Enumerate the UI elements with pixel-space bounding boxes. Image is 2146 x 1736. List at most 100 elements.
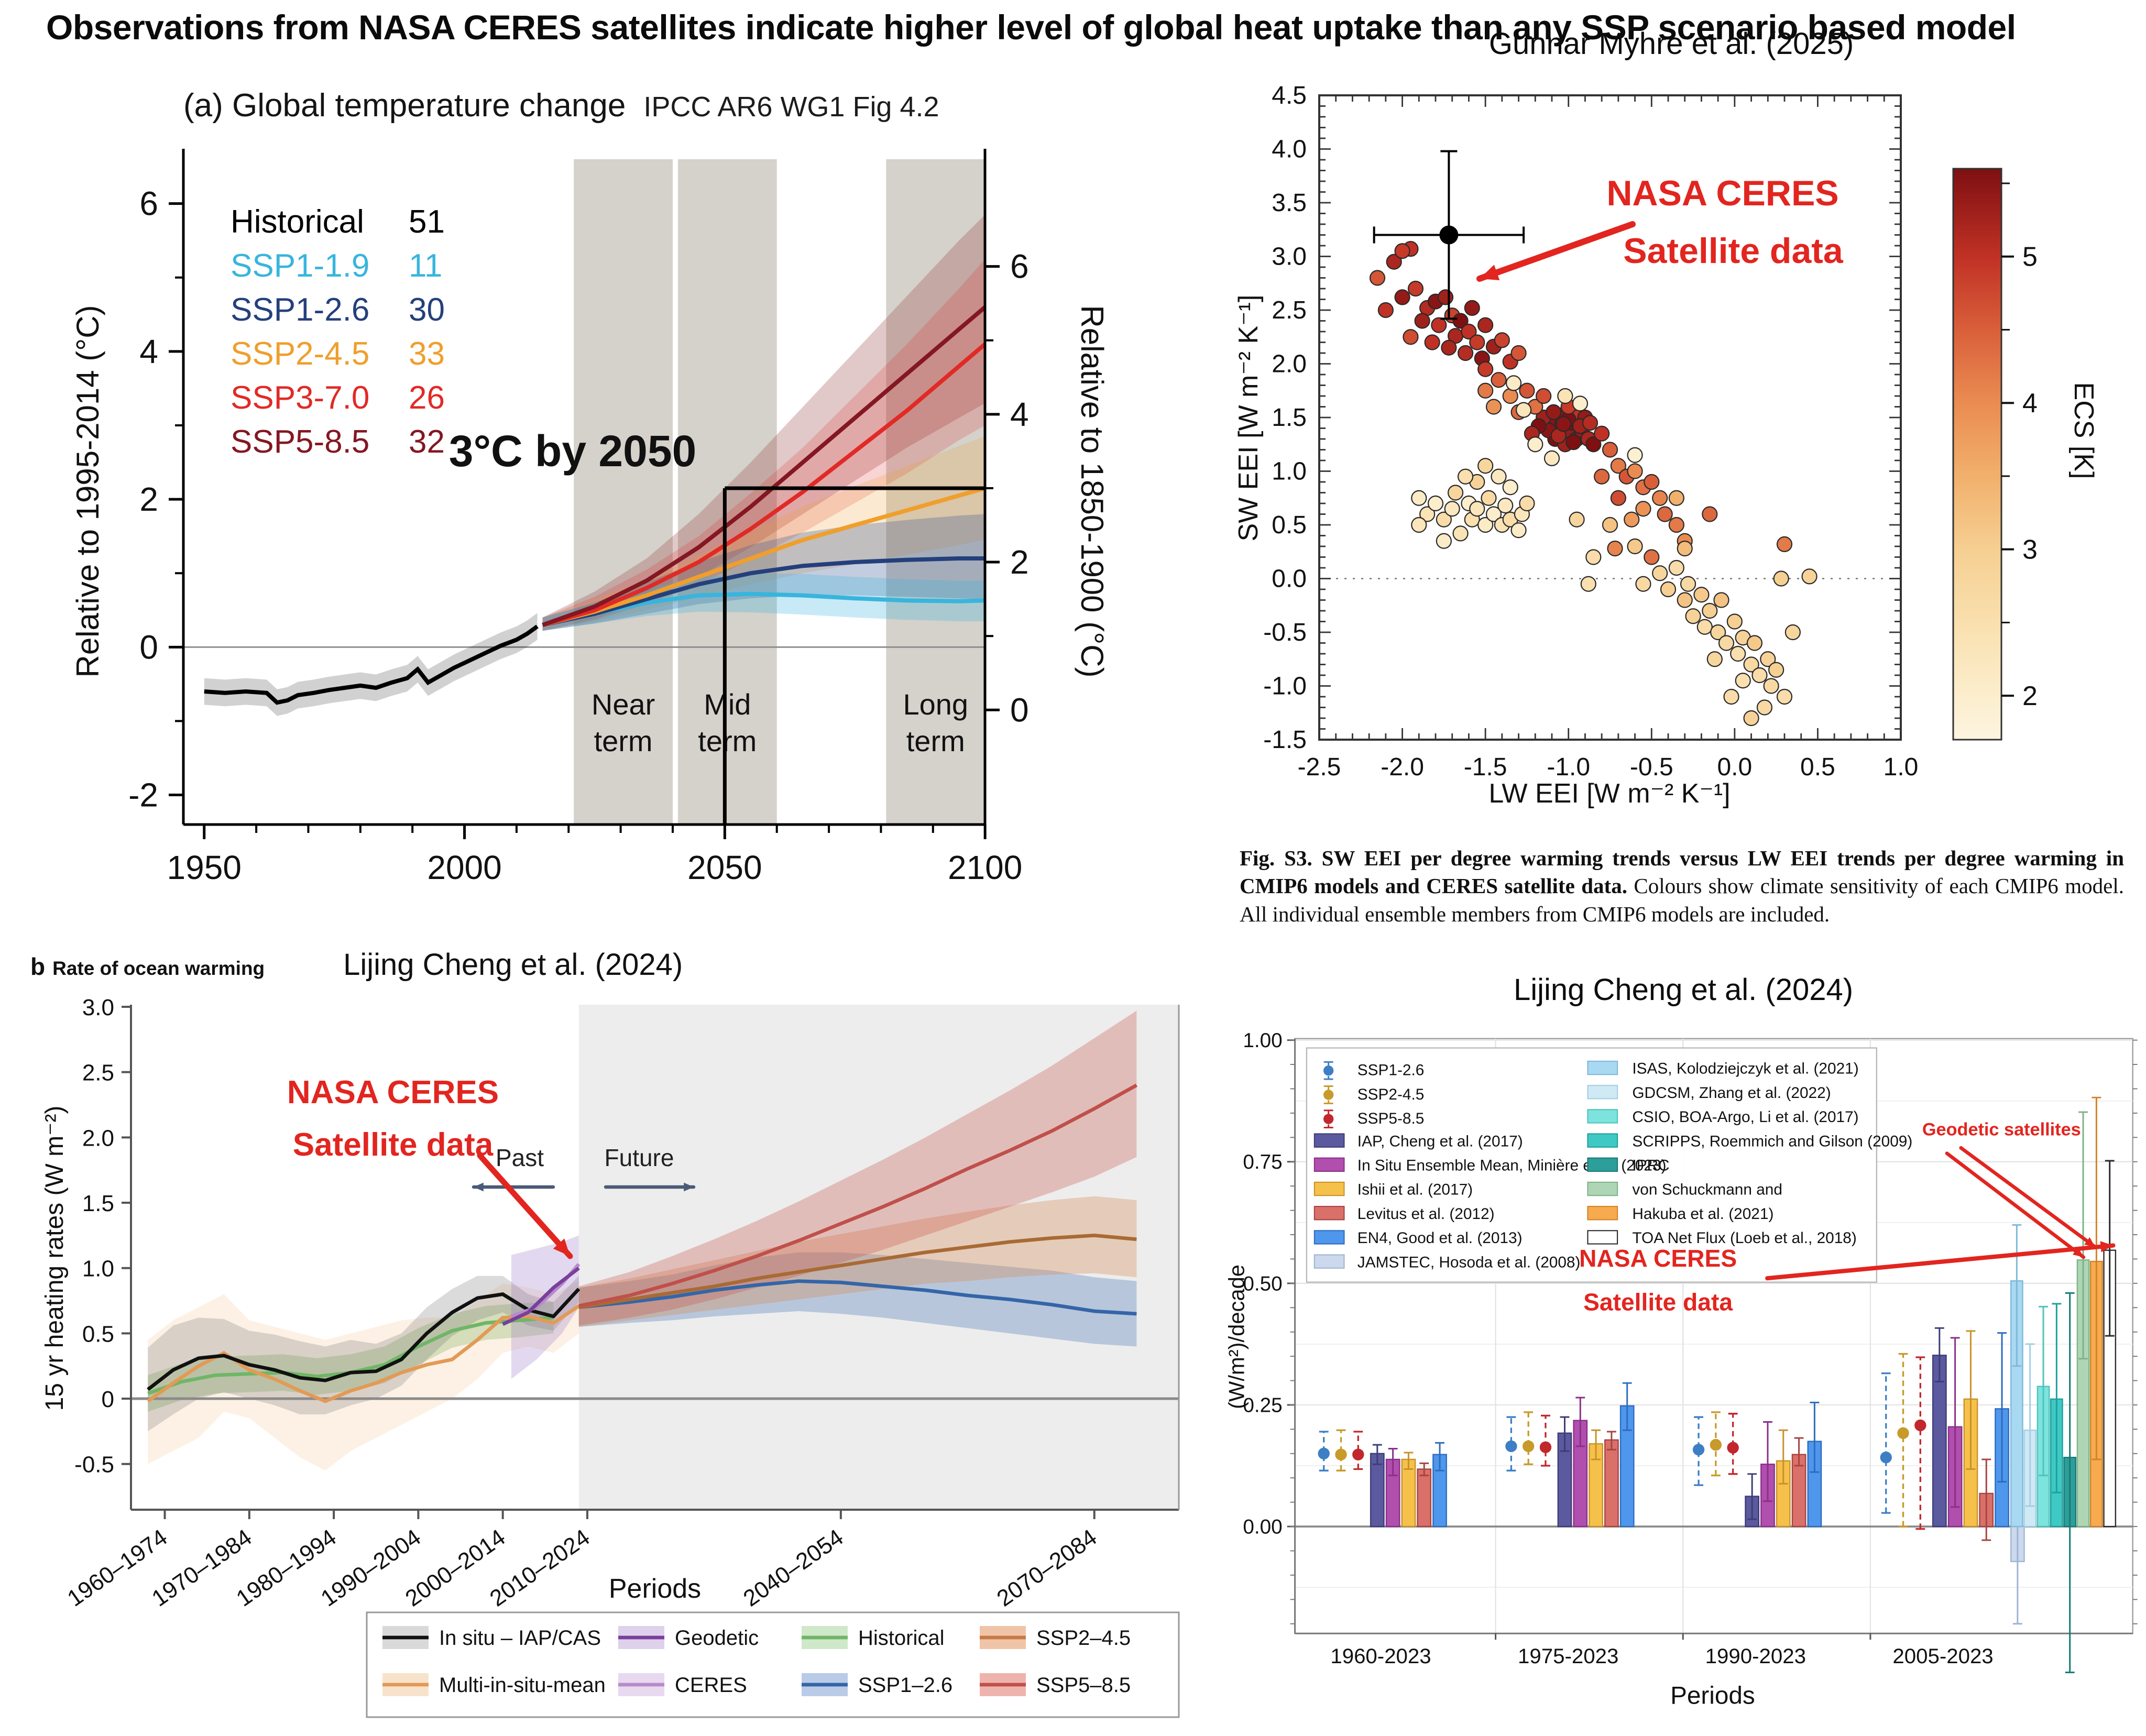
band-SSP1–2.6	[578, 1252, 1137, 1347]
svg-text:-1.5: -1.5	[1263, 726, 1307, 754]
historical-band	[204, 613, 538, 716]
ceres-observation-point	[1373, 150, 1525, 320]
svg-text:2.5: 2.5	[1272, 296, 1307, 324]
ocean-warming-rate-chart: -0.500.51.01.52.02.53.01960–19741970–198…	[41, 995, 1180, 1718]
annotation-3c-label: 3°C by 2050	[449, 426, 697, 476]
legend-SCRIPPS, Roemmich and Gilson (2009): SCRIPPS, Roemmich and Gilson (2009)	[1632, 1133, 1912, 1150]
svg-text:-2.5: -2.5	[1298, 753, 1341, 781]
ecs-colorbar: 2 3 4 5 ECS [K]	[1952, 168, 2099, 741]
svg-text:0: 0	[1010, 691, 1029, 729]
svg-text:0.75: 0.75	[1243, 1151, 1282, 1173]
legend-ISAS, Kolodziejczyk et al. (2021): ISAS, Kolodziejczyk et al. (2021)	[1632, 1060, 1858, 1078]
line-SSP5–8.5	[578, 1083, 1138, 1308]
legend-count-Historical: 51	[409, 204, 445, 240]
legend-SSP2–4.5: SSP2–4.5	[1036, 1627, 1131, 1650]
legend-SSP5-8.5: SSP5-8.5	[1357, 1110, 1425, 1127]
legend-CSIO, BOA-Argo, Li et al. (2017): CSIO, BOA-Argo, Li et al. (2017)	[1632, 1108, 1858, 1126]
rate-title: Lijing Cheng et al. (2024)	[343, 948, 683, 982]
ipcc-ylabel-left: Relative to 1995-2014 (°C)	[70, 305, 105, 677]
scenario-lines	[542, 305, 987, 627]
group-1990-2023	[1692, 1401, 1822, 1528]
svg-text:-1.0: -1.0	[1263, 673, 1307, 700]
svg-text:2: 2	[1010, 543, 1029, 581]
svg-text:Future: Future	[605, 1144, 674, 1171]
ceres-annotation-line1: NASA CERES	[1579, 1245, 1737, 1272]
svg-text:2.0: 2.0	[82, 1125, 114, 1151]
term-bands	[574, 159, 986, 825]
panel-heating-bars: Lijing Cheng et al. (2024) 0.00 0.25 0.50 0…	[1221, 969, 2146, 1736]
svg-text:3.5: 3.5	[1272, 189, 1307, 217]
ceres-annotation-line2: Satellite data	[293, 1127, 494, 1163]
svg-text:0: 0	[102, 1387, 114, 1412]
band-SSP1-1.9	[542, 573, 986, 631]
red-annotations: Geodetic satellites NASA CERES Satellite d…	[1579, 1119, 2116, 1315]
legend-Historical: Historical	[858, 1627, 944, 1650]
rate-panel-heading: Rate of ocean warming	[52, 958, 265, 979]
svg-text:6: 6	[139, 185, 158, 223]
legend-SSP1–2.6: SSP1–2.6	[858, 1674, 952, 1697]
svg-text:0.0: 0.0	[1717, 753, 1752, 781]
svg-text:1.0: 1.0	[1884, 753, 1919, 781]
myhre-xlabel: LW EEI [W m⁻² K⁻¹]	[1488, 778, 1730, 809]
myhre-caption-rest: Colours show climate sensitivity of each…	[1240, 874, 2124, 926]
ipcc-legend: Historical 51 SSP1-1.9 11 SSP1-2.6 30 SSP2-4.5…	[231, 204, 445, 460]
svg-text:2.5: 2.5	[82, 1060, 114, 1086]
legend-Geodetic: Geodetic	[675, 1627, 759, 1650]
heating-rate-bar-chart: 0.00 0.25 0.50 0.75 1.00 1960-2023 1975-2023 19…	[1224, 1029, 2138, 1709]
geodetic-annotation: Geodetic satellites	[1922, 1119, 2081, 1139]
svg-text:2100: 2100	[948, 849, 1022, 886]
legend-In Situ Ensemble Mean, Minière et al. (2023): In Situ Ensemble Mean, Minière et al. (2…	[1357, 1157, 1667, 1174]
future-shading	[578, 1005, 1179, 1510]
svg-text:3.0: 3.0	[1272, 243, 1307, 271]
svg-text:2000: 2000	[427, 849, 501, 886]
cmip6-points	[1369, 241, 1817, 727]
band-SSP5–8.5	[578, 1010, 1137, 1326]
bars-title: Lijing Cheng et al. (2024)	[1513, 973, 1854, 1007]
group-label-1960-2023: 1960-2023	[1330, 1644, 1431, 1668]
axes: 0.00 0.25 0.50 0.75 1.00 1960-2023 1975-2023 19…	[1243, 1029, 2138, 1668]
band-SSP2-4.5	[542, 436, 986, 631]
axes: -2.5 -2.0 -1.5 -1.0 -0.5 0.0 0.5 1.0 -1.5 -1.0 -0.…	[1263, 82, 1918, 781]
past-future-labels: Past Future	[472, 1144, 696, 1192]
svg-text:-1.0: -1.0	[1547, 753, 1590, 781]
ipcc-temperature-chart: -2 0 2 4 6 1950 2000 2050 2100 0 2 4 6 Relative to 19…	[70, 149, 1105, 886]
legend-label-SSP5-8.5: SSP5-8.5	[231, 424, 369, 460]
bars-xlabel: Periods	[1670, 1682, 1755, 1709]
ipcc-source-label: IPCC AR6 WG1 Fig 4.2	[643, 91, 939, 123]
panel-ipcc-temperature: (a) Global temperature change IPCC AR6 WG…	[63, 79, 1108, 974]
band-Multi-in-situ-mean	[148, 1281, 579, 1471]
svg-text:term: term	[594, 724, 653, 757]
legend-Ishii et al. (2017): Ishii et al. (2017)	[1357, 1181, 1473, 1199]
svg-text:1.5: 1.5	[82, 1191, 114, 1216]
ceres-annotation-line1: NASA CERES	[287, 1074, 499, 1111]
legend-count-SSP1-1.9: 11	[409, 248, 442, 284]
legend-JAMSTEC, Hosoda et al. (2008): JAMSTEC, Hosoda et al. (2008)	[1357, 1254, 1581, 1271]
svg-text:1.0: 1.0	[82, 1256, 114, 1282]
legend-Levitus et al. (2012): Levitus et al. (2012)	[1357, 1205, 1495, 1223]
myhre-scatter-chart: -2.5 -2.0 -1.5 -1.0 -0.5 0.0 0.5 1.0 -1.5 -1.0 -0.…	[1233, 82, 2099, 809]
svg-text:-0.5: -0.5	[1630, 753, 1673, 781]
line-SSP1–2.6	[578, 1279, 1137, 1316]
legend-label-SSP1-1.9: SSP1-1.9	[231, 248, 369, 284]
ceres-annotation-line1: NASA CERES	[1606, 173, 1838, 213]
svg-text:5: 5	[2022, 242, 2038, 272]
svg-text:6: 6	[1010, 248, 1029, 285]
svg-text:4: 4	[2022, 388, 2038, 419]
svg-text:2.0: 2.0	[1272, 350, 1307, 378]
legend-label-SSP3-7.0: SSP3-7.0	[231, 380, 369, 416]
svg-text:1.00: 1.00	[1243, 1029, 1282, 1052]
bar-groups	[1318, 1096, 2117, 1674]
page-title: Observations from NASA CERES satellites …	[46, 8, 2016, 47]
legend-label-Historical: Historical	[231, 204, 364, 240]
ceres-annotation-line2: Satellite data	[1583, 1288, 1733, 1315]
svg-text:-0.5: -0.5	[1263, 619, 1307, 646]
ipcc-heading-row: (a) Global temperature change IPCC AR6 WG…	[183, 87, 939, 124]
legend-count-SSP5-8.5: 32	[409, 424, 445, 460]
ceres-annotation-line2: Satellite data	[1623, 231, 1844, 271]
svg-text:0: 0	[139, 628, 158, 666]
rate-bands	[148, 1010, 1137, 1471]
panel-myhre-scatter: Gunnar Myhre et al. (2025) -2.5 -2.0 -1.5-…	[1226, 21, 2146, 974]
group-2005-2023	[1880, 1096, 2117, 1674]
line-SSP3-7.0	[542, 342, 987, 627]
legend-CERES: CERES	[675, 1674, 747, 1697]
